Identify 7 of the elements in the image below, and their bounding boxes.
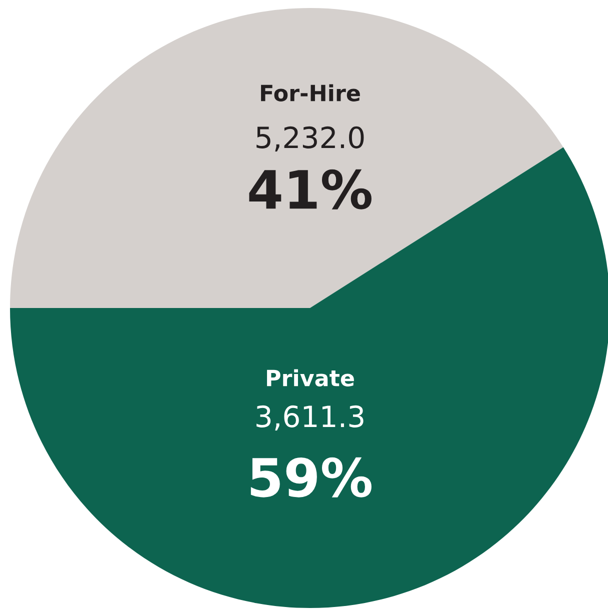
text: 5,232.0: [256, 126, 364, 152]
slice-label: Private: [267, 369, 354, 386]
text: 3,611.3: [256, 405, 364, 430]
slice-label: For-Hire: [261, 84, 360, 102]
data-label: 59%: [250, 457, 372, 498]
data-label: 41%: [249, 169, 372, 210]
pie-slice: [10, 8, 564, 308]
